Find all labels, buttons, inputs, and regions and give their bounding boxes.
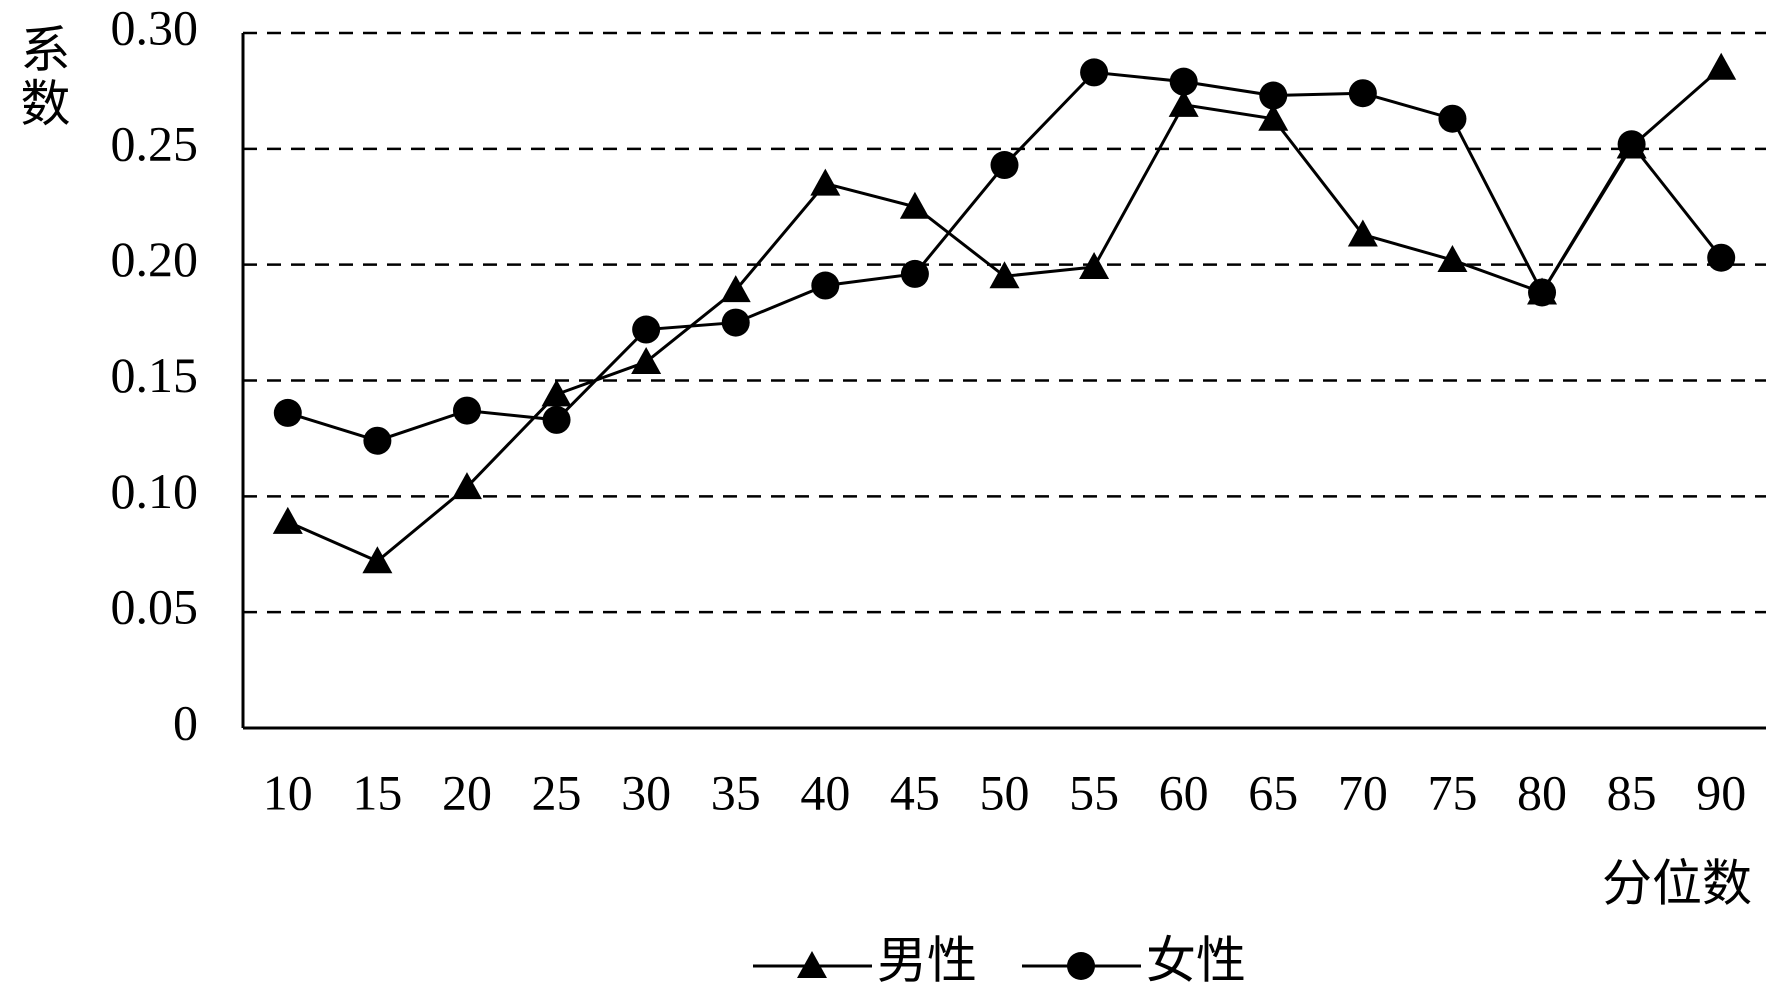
circle-marker	[1080, 58, 1109, 87]
x-tick-label: 70	[1338, 764, 1388, 820]
triangle-marker	[362, 546, 393, 574]
triangle-marker	[989, 261, 1020, 289]
circle-marker	[1259, 81, 1288, 110]
y-tick-label: 0.30	[111, 0, 199, 55]
legend-label: 男性	[877, 932, 977, 988]
circle-marker	[1169, 67, 1198, 96]
circle-marker	[1348, 79, 1377, 108]
triangle-marker	[797, 951, 827, 978]
x-tick-label: 25	[532, 764, 582, 820]
triangle-marker	[810, 168, 841, 196]
y-axis-title: 系数	[14, 23, 70, 131]
x-tick-label: 80	[1517, 764, 1567, 820]
circle-marker	[1707, 243, 1736, 272]
circle-marker	[632, 315, 661, 344]
x-tick-label: 15	[352, 764, 402, 820]
triangle-marker	[1168, 89, 1199, 117]
triangle-marker	[720, 275, 751, 303]
x-tick-label: 40	[800, 764, 850, 820]
x-tick-label: 50	[980, 764, 1030, 820]
circle-marker	[542, 405, 571, 434]
y-tick-label: 0	[173, 694, 198, 750]
circle-marker	[1617, 130, 1646, 159]
circle-marker	[811, 271, 840, 300]
x-tick-label: 35	[711, 764, 761, 820]
triangle-marker	[1347, 219, 1378, 247]
legend-label: 女性	[1146, 932, 1246, 988]
triangle-marker	[1258, 103, 1289, 131]
series-line	[287, 66, 1723, 563]
y-tick-label: 0.20	[111, 231, 199, 287]
circle-marker	[721, 308, 750, 337]
x-tick-label: 55	[1069, 764, 1119, 820]
circle-marker	[452, 396, 481, 425]
triangle-marker	[899, 191, 930, 219]
triangle-marker	[541, 379, 572, 407]
x-tick-label: 65	[1248, 764, 1298, 820]
triangle-marker	[1437, 245, 1468, 273]
circle-marker	[273, 398, 302, 427]
y-tick-label: 0.10	[111, 463, 199, 519]
x-tick-label: 90	[1696, 764, 1746, 820]
series-line	[287, 70, 1723, 443]
circle-marker	[363, 426, 392, 455]
triangle-marker	[1079, 251, 1110, 279]
triangle-marker	[1706, 52, 1737, 80]
x-tick-label: 45	[890, 764, 940, 820]
circle-marker	[900, 259, 929, 288]
circle-marker	[1438, 104, 1467, 133]
circle-marker	[1528, 278, 1557, 307]
x-tick-label: 30	[621, 764, 671, 820]
y-tick-label: 0.05	[111, 579, 199, 635]
y-tick-label: 0.15	[111, 347, 199, 403]
circle-marker	[990, 151, 1019, 180]
x-tick-label: 75	[1427, 764, 1477, 820]
triangle-marker	[272, 506, 303, 534]
x-tick-label: 10	[263, 764, 313, 820]
x-axis-title: 分位数	[1602, 855, 1752, 911]
x-tick-label: 85	[1607, 764, 1657, 820]
triangle-marker	[631, 346, 662, 374]
circle-marker	[1067, 952, 1095, 980]
triangle-marker	[451, 472, 482, 500]
x-tick-label: 20	[442, 764, 492, 820]
x-tick-label: 60	[1159, 764, 1209, 820]
y-tick-label: 0.25	[111, 115, 199, 171]
